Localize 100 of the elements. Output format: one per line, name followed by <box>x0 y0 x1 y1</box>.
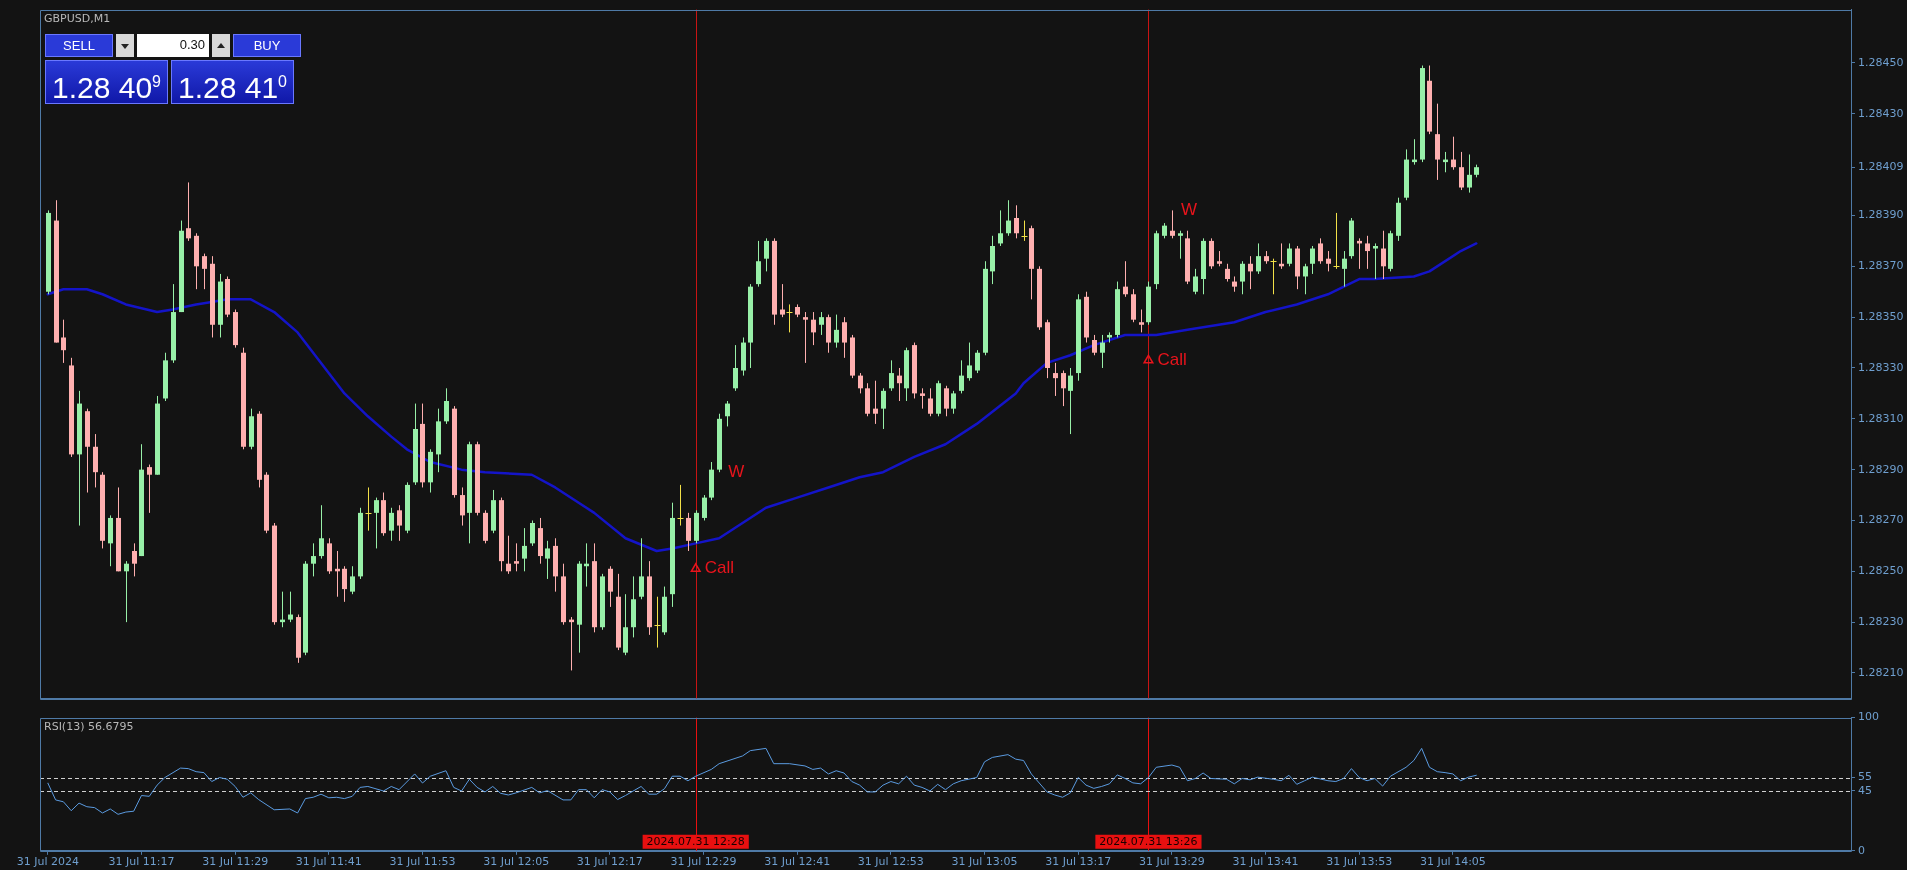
candlestick <box>1381 230 1386 280</box>
x-tick-label: 31 Jul 12:05 <box>483 855 550 869</box>
candlestick <box>654 596 661 649</box>
candlestick <box>1178 230 1183 260</box>
candlestick <box>397 504 402 542</box>
candlestick <box>514 542 519 572</box>
x-tick-label: 31 Jul 11:41 <box>295 855 362 869</box>
candlestick <box>889 359 894 392</box>
annotation: W <box>1180 200 1197 220</box>
x-tick-label: 31 Jul 13:41 <box>1232 855 1299 869</box>
candlestick <box>1333 212 1340 270</box>
candlestick <box>288 591 293 623</box>
candlestick <box>897 367 902 402</box>
x-tick-label: 31 Jul 13:05 <box>951 855 1018 869</box>
candlestick <box>1467 153 1472 194</box>
y-tick-label: 1.28290 <box>1858 462 1904 476</box>
annotation: 1.28 41$^{0}$ <box>171 59 294 104</box>
candlestick <box>1092 334 1097 356</box>
candlestick <box>202 253 207 290</box>
x-tick-label: 31 Jul 11:17 <box>108 855 175 869</box>
candlestick <box>951 390 956 415</box>
chart-title: RSI(13) 56.6795 <box>44 719 134 733</box>
candlestick <box>1248 255 1253 290</box>
candlestick <box>1100 334 1105 369</box>
candlestick <box>686 512 691 552</box>
candlestick <box>608 565 613 608</box>
candlestick <box>1240 260 1245 295</box>
candlestick <box>639 537 644 600</box>
x-tick-label: 31 Jul 12:53 <box>857 855 924 869</box>
candlestick <box>842 316 847 359</box>
candlestick <box>186 181 191 242</box>
candlestick <box>124 560 129 623</box>
candlestick <box>756 240 761 288</box>
annotation: BUY <box>233 33 301 57</box>
candlestick <box>1459 151 1464 191</box>
annotation: 1.28 40$^{9}$ <box>45 59 168 104</box>
candlestick <box>319 504 324 560</box>
candlestick <box>1303 263 1308 295</box>
candlestick <box>811 311 816 346</box>
x-tick-label: 31 Jul 12:41 <box>764 855 831 869</box>
x-tick-label: 31 Jul 13:17 <box>1045 855 1112 869</box>
candlestick <box>944 385 949 417</box>
candlestick <box>444 387 449 425</box>
y-tick-label: 1.28450 <box>1858 55 1904 69</box>
candlestick <box>389 507 394 542</box>
y-tick-label: 0 <box>1858 843 1865 857</box>
candlestick <box>1365 235 1370 270</box>
x-tick-label: 31 Jul 11:53 <box>389 855 456 869</box>
candlestick <box>975 349 980 374</box>
candlestick <box>1270 258 1277 295</box>
candlestick <box>506 535 511 575</box>
y-tick-label: 1.28230 <box>1858 615 1904 629</box>
candlestick <box>1451 136 1456 171</box>
candlestick <box>1021 220 1028 242</box>
chart-title: GBPUSD,M1 <box>44 11 111 25</box>
y-tick-label: 55 <box>1858 770 1872 784</box>
candlestick <box>858 372 863 394</box>
candlestick <box>881 387 886 430</box>
y-tick-label: 1.28430 <box>1858 106 1904 120</box>
x-tick-label: 31 Jul 12:17 <box>576 855 643 869</box>
candlestick <box>1014 204 1019 239</box>
x-tick-label: 31 Jul 13:29 <box>1138 855 1205 869</box>
candlestick <box>834 314 839 349</box>
candlestick <box>764 237 769 272</box>
candlestick <box>967 342 972 382</box>
candlestick <box>873 380 878 425</box>
candlestick <box>725 400 730 427</box>
candlestick <box>819 311 824 336</box>
candlestick <box>928 387 933 417</box>
candlestick <box>1373 242 1378 280</box>
candlestick <box>1193 268 1198 295</box>
candlestick <box>545 540 550 580</box>
y-tick-label: 1.28210 <box>1858 665 1904 679</box>
candlestick <box>1053 362 1058 397</box>
candlestick <box>1310 245 1315 275</box>
candlestick <box>522 527 527 572</box>
candlestick <box>733 344 738 392</box>
y-tick-label: 1.28270 <box>1858 513 1904 527</box>
annotation: W <box>728 461 745 481</box>
candlestick <box>1068 367 1073 435</box>
candlestick <box>147 464 152 514</box>
y-tick-label: 1.28310 <box>1858 411 1904 425</box>
candlestick <box>786 303 793 333</box>
ref-line-label: 2024.07.31 12:28 <box>646 834 745 848</box>
candlestick <box>374 497 379 549</box>
candlestick <box>342 565 347 603</box>
candlestick <box>311 542 316 577</box>
y-tick-label: 100 <box>1858 710 1879 724</box>
x-tick-label: 31 Jul 14:05 <box>1419 855 1486 869</box>
candlestick <box>530 519 535 547</box>
y-tick-label: 1.28250 <box>1858 564 1904 578</box>
x-tick-label: 31 Jul 12:29 <box>670 855 737 869</box>
candlestick <box>460 486 465 527</box>
candlestick <box>1287 242 1292 267</box>
y-tick-label: 1.28350 <box>1858 310 1904 323</box>
candlestick <box>803 311 808 364</box>
annotation: Call <box>704 558 734 578</box>
x-tick-label: 31 Jul 11:29 <box>202 855 269 869</box>
ref-line-label: 2024.07.31 13:26 <box>1099 834 1198 848</box>
candlestick <box>1326 250 1331 272</box>
